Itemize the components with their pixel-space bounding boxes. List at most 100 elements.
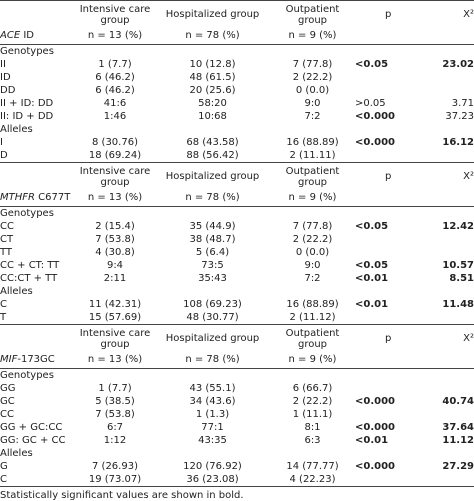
cell: 3.71 bbox=[451, 98, 474, 109]
cell: 11.48 bbox=[442, 299, 474, 310]
cell: CC:CT + TT bbox=[0, 273, 58, 284]
cell: 7:2 bbox=[304, 111, 321, 122]
cell: 10:68 bbox=[198, 111, 227, 122]
table-row: CC 7 (53.8) 1 (1.3) 1 (11.1) bbox=[0, 408, 474, 421]
gene-label: MTHFR C677T bbox=[0, 190, 75, 206]
cell: 2 (11.11) bbox=[289, 150, 336, 161]
gene-label: ACE ID bbox=[0, 28, 75, 44]
n-row: MTHFR C677T n = 13 (%) n = 78 (%) n = 9 (%) bbox=[0, 190, 474, 207]
cell: 16.12 bbox=[442, 137, 474, 148]
cell: II + ID: DD bbox=[0, 98, 54, 109]
table-row: GG + GC:CC 6:7 77:1 8:1 <0.000 37.64 bbox=[0, 421, 474, 434]
cell: 35:43 bbox=[198, 273, 227, 284]
cell: 2 (22.2) bbox=[292, 396, 333, 407]
cell: 20 (25.6) bbox=[189, 85, 236, 96]
column-header: Hospitalized group bbox=[165, 9, 260, 20]
cell: 27.29 bbox=[442, 461, 474, 472]
cell: GG: GC + CC bbox=[0, 435, 66, 446]
cell: 5 (6.4) bbox=[195, 247, 230, 258]
gene-variant: -173GC bbox=[17, 354, 55, 365]
table-row: T 15 (57.69) 48 (30.77) 2 (11.12) bbox=[0, 311, 474, 324]
gene-label: MIF-173GC bbox=[0, 352, 75, 368]
table-row: G 7 (26.93) 120 (76.92) 14 (77.77) <0.000 27.… bbox=[0, 460, 474, 473]
table: Intensive care group Hospitalized group Ou… bbox=[0, 0, 474, 486]
header-row: Intensive care group Hospitalized group Ou… bbox=[0, 1, 474, 28]
cell: 11 (42.31) bbox=[88, 299, 142, 310]
cell: 16 (88.89) bbox=[286, 299, 339, 310]
column-header: X² bbox=[463, 171, 474, 182]
cell: 7 (53.8) bbox=[95, 234, 135, 245]
cell: II bbox=[0, 59, 6, 70]
cell: GG + GC:CC bbox=[0, 422, 63, 433]
table-row: CC:CT + TT 2:11 35:43 7:2 <0.01 8.51 bbox=[0, 272, 474, 285]
cell: Alleles bbox=[0, 124, 33, 135]
sample-size: n = 9 (%) bbox=[288, 30, 337, 41]
cell: <0.000 bbox=[355, 137, 396, 148]
cell: TT bbox=[0, 247, 13, 258]
cell: 7 (26.93) bbox=[92, 461, 138, 472]
table-row: GC 5 (38.5) 34 (43.6) 2 (22.2) <0.000 40.74 bbox=[0, 395, 474, 408]
cell: CT bbox=[0, 234, 14, 245]
cell: G bbox=[0, 461, 8, 472]
cell: 7:2 bbox=[304, 273, 321, 284]
cell: 35 (44.9) bbox=[189, 221, 236, 232]
sample-size: n = 13 (%) bbox=[87, 354, 143, 365]
cell: 37.64 bbox=[442, 422, 474, 433]
cell: 37.23 bbox=[445, 111, 474, 122]
column-header: p bbox=[385, 333, 392, 344]
table-row: CC + CT: TT 9:4 73:5 9:0 <0.05 10.57 bbox=[0, 259, 474, 272]
cell: GC bbox=[0, 396, 15, 407]
cell: 41:6 bbox=[103, 98, 127, 109]
sample-size: n = 13 (%) bbox=[87, 192, 143, 203]
cell: <0.01 bbox=[355, 299, 389, 310]
cell: <0.01 bbox=[355, 273, 389, 284]
sample-size: n = 9 (%) bbox=[288, 354, 337, 365]
cell: 7 (77.8) bbox=[292, 221, 333, 232]
cell: 40.74 bbox=[442, 396, 474, 407]
cell: Genotypes bbox=[0, 46, 54, 57]
cell: 6:7 bbox=[106, 422, 124, 433]
cell: 8.51 bbox=[449, 273, 474, 284]
column-header: Intensive care group bbox=[79, 3, 151, 26]
cell: 10.57 bbox=[442, 260, 474, 271]
table-row: ID 6 (46.2) 48 (61.5) 2 (22.2) bbox=[0, 71, 474, 84]
table-row: C 19 (73.07) 36 (23.08) 4 (22.23) bbox=[0, 473, 474, 486]
cell: T bbox=[0, 312, 7, 323]
cell: 38 (48.7) bbox=[189, 234, 236, 245]
cell: 73:5 bbox=[201, 260, 224, 271]
cell: 6 (46.2) bbox=[95, 72, 135, 83]
sample-size: n = 78 (%) bbox=[185, 30, 240, 41]
cell: 68 (43.58) bbox=[186, 137, 239, 148]
cell: 6 (46.2) bbox=[95, 85, 135, 96]
cell: <0.000 bbox=[355, 396, 396, 407]
cell: 58:20 bbox=[198, 98, 227, 109]
table-row: I 8 (30.76) 68 (43.58) 16 (88.89) <0.000 16.1… bbox=[0, 136, 474, 149]
cell: 23.02 bbox=[442, 59, 474, 70]
gene-variant: C677T bbox=[34, 192, 71, 203]
cell: Alleles bbox=[0, 286, 33, 297]
gene-name: MIF bbox=[0, 354, 18, 365]
column-header: Hospitalized group bbox=[165, 333, 260, 344]
table-row: II 1 (7.7) 10 (12.8) 7 (77.8) <0.05 23.02 bbox=[0, 58, 474, 71]
table-row: Genotypes bbox=[0, 369, 474, 382]
cell: 6:3 bbox=[304, 435, 321, 446]
sample-size: n = 13 (%) bbox=[87, 30, 143, 41]
cell: <0.000 bbox=[355, 461, 396, 472]
cell: CC bbox=[0, 409, 14, 420]
column-header: p bbox=[385, 171, 392, 182]
cell: <0.000 bbox=[355, 111, 396, 122]
cell: 12.42 bbox=[442, 221, 474, 232]
cell: C bbox=[0, 299, 7, 310]
cell: 7 (77.8) bbox=[292, 59, 333, 70]
cell: 88 (56.42) bbox=[186, 150, 239, 161]
n-row: MIF-173GC n = 13 (%) n = 78 (%) n = 9 (%) bbox=[0, 352, 474, 369]
panel: Intensive care group Hospitalized group Ou… bbox=[0, 324, 474, 486]
cell: 8 (30.76) bbox=[92, 137, 138, 148]
cell: 4 (30.8) bbox=[95, 247, 135, 258]
cell: 9:4 bbox=[106, 260, 124, 271]
column-header: Outpatient group bbox=[285, 3, 340, 26]
cell: 1:12 bbox=[103, 435, 127, 446]
table-row: CT 7 (53.8) 38 (48.7) 2 (22.2) bbox=[0, 233, 474, 246]
cell: 8:1 bbox=[304, 422, 321, 433]
cell: 2:11 bbox=[103, 273, 127, 284]
